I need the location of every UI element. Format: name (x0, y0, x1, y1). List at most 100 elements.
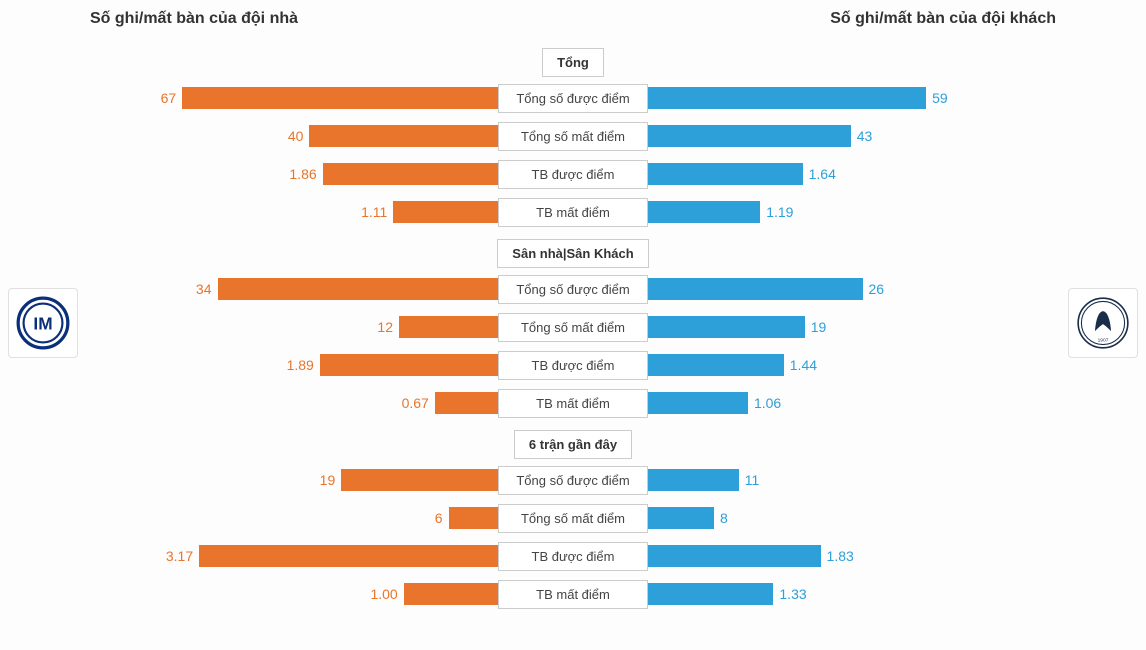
home-side: 1.89 (90, 354, 498, 376)
away-bar (648, 354, 784, 376)
data-row: 19 Tổng số được điểm11 (90, 463, 1056, 497)
data-row: 1.11TB mất điểm1.19 (90, 195, 1056, 229)
section-header: Tổng (90, 48, 1056, 77)
svg-text:1907: 1907 (1098, 337, 1109, 343)
home-bar (399, 316, 498, 338)
row-label: TB được điểm (498, 160, 648, 189)
svg-text:IM: IM (33, 313, 52, 333)
home-bar (341, 469, 498, 491)
home-bar (393, 201, 498, 223)
section-title: Tổng (542, 48, 604, 77)
data-row: 1.89TB được điểm1.44 (90, 348, 1056, 382)
data-row: 3.17 TB được điểm 1.83 (90, 539, 1056, 573)
away-value: 1.64 (803, 166, 842, 182)
row-label: Tổng số mất điểm (498, 313, 648, 342)
section-header: 6 trận gần đây (90, 430, 1056, 459)
away-side: 8 (648, 507, 1056, 529)
data-row: 12 Tổng số mất điểm 19 (90, 310, 1056, 344)
home-bar (320, 354, 498, 376)
away-side: 26 (648, 278, 1056, 300)
home-side: 67 (90, 87, 498, 109)
away-bar (648, 507, 714, 529)
home-side: 19 (90, 469, 498, 491)
away-bar (648, 163, 803, 185)
row-label: Tổng số mất điểm (498, 122, 648, 151)
home-side: 1.86 (90, 163, 498, 185)
section-header: Sân nhà|Sân Khách (90, 239, 1056, 268)
home-side: 1.11 (90, 201, 498, 223)
away-bar (648, 201, 760, 223)
away-bar (648, 469, 739, 491)
data-row: 0.67 TB mất điểm 1.06 (90, 386, 1056, 420)
away-value: 1.06 (748, 395, 787, 411)
inter-logo-icon: IM (16, 296, 70, 350)
home-side: 34 (90, 278, 498, 300)
row-label: TB được điểm (498, 542, 648, 571)
away-value: 1.44 (784, 357, 823, 373)
home-value: 1.00 (364, 586, 403, 602)
section-title: 6 trận gần đây (514, 430, 632, 459)
away-value: 8 (714, 510, 734, 526)
home-side: 6 (90, 507, 498, 529)
section: Tổng 67Tổng số được điểm59 40 Tổng số mất đ… (90, 48, 1056, 229)
home-value: 12 (371, 319, 399, 335)
row-label: Tổng số được điểm (498, 466, 648, 495)
home-value: 40 (282, 128, 310, 144)
away-bar (648, 278, 863, 300)
away-side: 1.83 (648, 545, 1056, 567)
data-row: 1.00 TB mất điểm1.33 (90, 577, 1056, 611)
away-bar (648, 583, 773, 605)
away-team-logo: 1907 (1068, 288, 1138, 358)
home-value: 3.17 (160, 548, 199, 564)
header-row: Số ghi/mất bàn của đội nhà Số ghi/mất bà… (0, 0, 1146, 48)
home-bar (218, 278, 499, 300)
home-value: 6 (429, 510, 449, 526)
home-side: 12 (90, 316, 498, 338)
away-value: 43 (851, 128, 879, 144)
home-team-logo: IM (8, 288, 78, 358)
row-label: Tổng số được điểm (498, 275, 648, 304)
home-bar (199, 545, 498, 567)
sections-container: Tổng67Tổng số được điểm5940Tổng số mất đ… (90, 48, 1056, 611)
data-row: 6 Tổng số mất điểm 8 (90, 501, 1056, 535)
away-side: 43 (648, 125, 1056, 147)
home-bar (182, 87, 498, 109)
home-value: 67 (155, 90, 183, 106)
row-label: TB mất điểm (498, 389, 648, 418)
home-value: 1.89 (281, 357, 320, 373)
away-side: 59 (648, 87, 1056, 109)
away-side: 1.19 (648, 201, 1056, 223)
away-header-label: Số ghi/mất bàn của đội khách (830, 10, 1056, 28)
away-side: 19 (648, 316, 1056, 338)
away-side: 1.33 (648, 583, 1056, 605)
home-bar (323, 163, 498, 185)
home-value: 0.67 (396, 395, 435, 411)
away-bar (648, 316, 805, 338)
data-row: 67Tổng số được điểm59 (90, 81, 1056, 115)
away-value: 1.83 (821, 548, 860, 564)
away-bar (648, 545, 821, 567)
away-side: 11 (648, 469, 1056, 491)
home-value: 1.86 (283, 166, 322, 182)
data-row: 34 Tổng số được điểm26 (90, 272, 1056, 306)
data-row: 1.86 TB được điểm 1.64 (90, 157, 1056, 191)
home-value: 19 (314, 472, 342, 488)
away-bar (648, 125, 851, 147)
away-value: 19 (805, 319, 833, 335)
section: 6 trận gần đây 19 Tổng số được điểm11 6 Tổng… (90, 430, 1056, 611)
atalanta-logo-icon: 1907 (1076, 296, 1130, 350)
chart-area: IM 1907 Tổng67Tổng số được điểm5940Tổng … (0, 48, 1146, 611)
home-value: 1.11 (355, 204, 393, 220)
data-row: 40 Tổng số mất điểm 43 (90, 119, 1056, 153)
away-value: 1.19 (760, 204, 799, 220)
away-side: 1.06 (648, 392, 1056, 414)
home-side: 3.17 (90, 545, 498, 567)
home-value: 34 (190, 281, 218, 297)
away-value: 59 (926, 90, 954, 106)
section: Sân nhà|Sân Khách 34 Tổng số được điểm26 12… (90, 239, 1056, 420)
row-label: Tổng số mất điểm (498, 504, 648, 533)
home-bar (309, 125, 498, 147)
section-title: Sân nhà|Sân Khách (497, 239, 648, 268)
home-bar (435, 392, 498, 414)
row-label: TB mất điểm (498, 580, 648, 609)
